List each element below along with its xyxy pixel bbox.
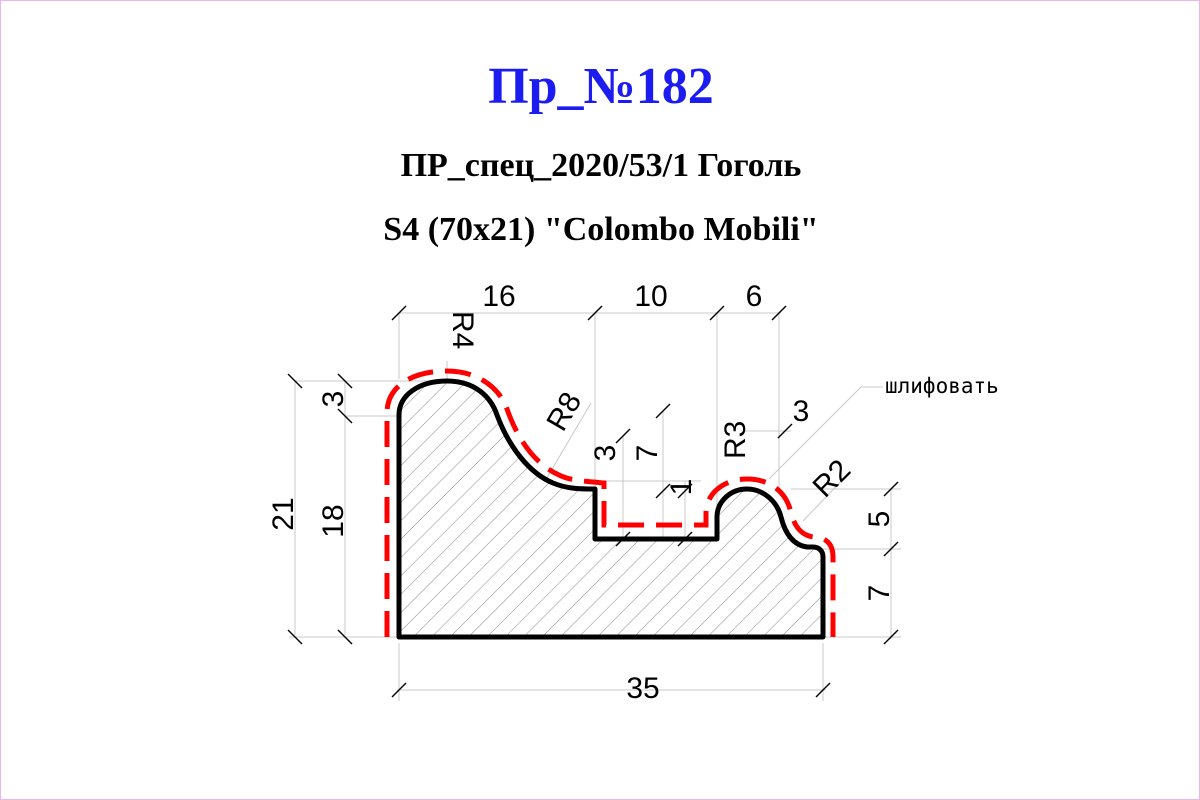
dim-width-6: 6 [746,280,763,313]
dim-height-7-inner: 7 [631,445,664,462]
sanding-offset-line [384,368,836,637]
profile-section [396,378,826,640]
subtitle-order: ПР_спец_2020/53/1 Гоголь [400,147,802,184]
dim-radius-r4: R4 [446,311,479,349]
dim-height-3-left: 3 [317,391,350,408]
dim-radius-r8: R8 [540,387,588,437]
page-title: Пр_№182 [488,58,714,115]
dim-radius-r3: R3 [719,421,752,459]
dim-radius-r2: R2 [807,453,857,503]
dim-height-7-right: 7 [863,585,896,602]
dim-width-35: 35 [626,672,659,705]
dim-height-18: 18 [317,504,350,537]
dim-height-1-inner: 1 [665,479,698,496]
sanding-note: шлифовать [885,374,999,398]
dimension-ticks [287,305,899,698]
dim-width-16: 16 [482,280,515,313]
dim-width-10: 10 [634,280,667,313]
dim-height-3-inner: 3 [589,445,622,462]
subtitle-profile: S4 (70x21) "Colombo Mobili" [383,211,819,248]
dim-offset-3-right: 3 [793,395,810,428]
dim-height-21: 21 [267,497,300,530]
dim-height-5-right: 5 [863,511,896,528]
